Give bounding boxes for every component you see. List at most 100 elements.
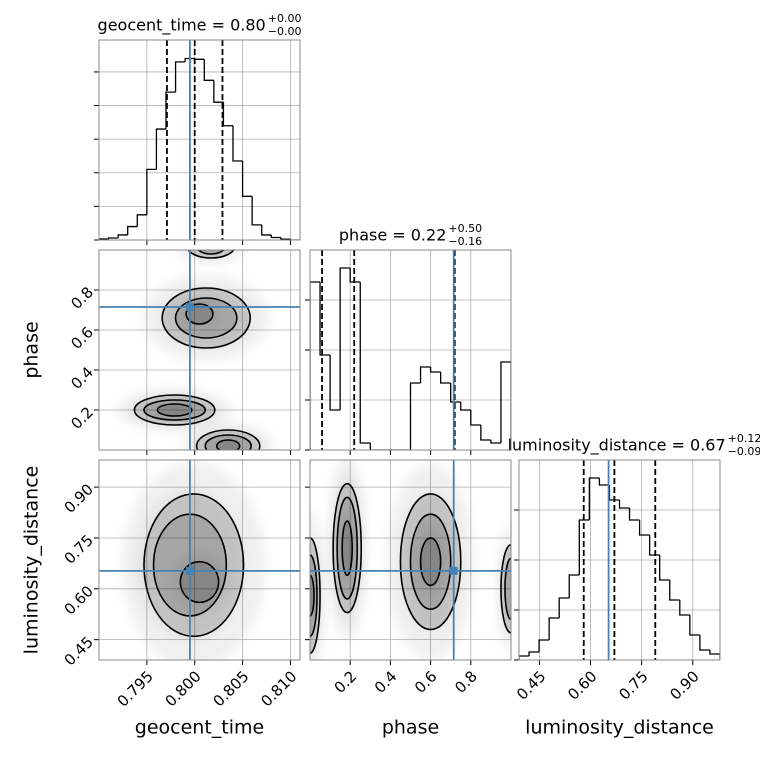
- panel-content: [99, 40, 300, 240]
- panel-title: geocent_time = 0.80: [98, 16, 266, 36]
- histogram-bin: [460, 402, 471, 411]
- contour: [419, 537, 442, 587]
- histogram-bin: [222, 102, 233, 127]
- histogram-bin: [213, 80, 224, 103]
- x-tick-label: 0.2: [331, 667, 361, 697]
- y-axis-label: phase: [21, 321, 43, 378]
- contour: [500, 543, 511, 634]
- histogram-bin: [261, 224, 272, 236]
- contour: [215, 439, 241, 450]
- contour: [161, 287, 252, 349]
- histogram-bin: [241, 161, 253, 197]
- histogram-bin: [628, 508, 640, 521]
- histogram-bin: [429, 367, 441, 373]
- y-tick-label: 0.2: [67, 403, 97, 433]
- title-lower-error: −0.00: [268, 25, 302, 38]
- contour: [336, 496, 359, 600]
- panel-frame: [309, 459, 512, 661]
- x-tick-label: 0.75: [615, 667, 651, 703]
- histogram-bin: [578, 519, 590, 575]
- histogram-bin: [146, 168, 157, 215]
- contour: [156, 403, 193, 417]
- histogram-bin: [450, 383, 461, 403]
- panel-frame: [309, 249, 512, 451]
- y-axis-label: luminosity_distance: [21, 466, 43, 655]
- histogram-bin: [419, 366, 431, 383]
- histogram-bin: [310, 281, 321, 450]
- histogram-bin: [659, 555, 670, 581]
- histogram-bin: [369, 443, 381, 450]
- histogram-bin: [440, 372, 451, 384]
- panel-title: luminosity_distance = 0.67: [508, 436, 726, 456]
- histogram-bin: [528, 651, 540, 656]
- y-tick-label: 0.4: [67, 363, 97, 393]
- histogram-bin: [232, 125, 243, 162]
- contour: [399, 493, 462, 631]
- histogram-bin: [568, 574, 580, 598]
- histogram-bin: [548, 617, 560, 640]
- histogram-bin: [136, 214, 147, 227]
- histogram-bin: [127, 225, 138, 235]
- panel-frame: [98, 459, 301, 661]
- panel-content: [519, 460, 720, 660]
- histogram-bin: [349, 268, 361, 283]
- histogram-bin: [174, 61, 186, 93]
- histogram-bin: [588, 477, 600, 520]
- panel-content: [99, 250, 300, 450]
- histogram-bin: [519, 655, 530, 660]
- title-upper-error: +0.50: [448, 222, 482, 235]
- contour: [143, 493, 245, 638]
- histogram-bin: [409, 382, 421, 450]
- histogram-bin: [329, 355, 341, 411]
- x-tick-label: 0.800: [162, 667, 205, 710]
- panel-content: [310, 250, 511, 450]
- histogram-bin: [679, 600, 690, 616]
- histogram-bin: [709, 650, 720, 660]
- histogram-bin: [359, 282, 371, 444]
- histogram-bin: [558, 597, 570, 618]
- x-tick-label: 0.805: [209, 667, 252, 710]
- x-tick-label: 0.6: [411, 667, 441, 697]
- truth-marker: [185, 566, 194, 575]
- histogram-bin: [184, 57, 195, 62]
- histogram-bin: [649, 535, 660, 556]
- histogram-bin: [689, 615, 700, 636]
- histogram-bin: [470, 410, 481, 426]
- histogram-bin: [99, 238, 109, 240]
- x-tick-label: 0.4: [371, 667, 401, 697]
- panel-frame: [518, 459, 721, 661]
- title-lower-error: −0.09: [728, 445, 760, 458]
- panel-content: [99, 460, 300, 660]
- title-upper-error: +0.12: [728, 432, 760, 445]
- histogram-bin: [194, 58, 205, 60]
- y-tick-label: 0.60: [61, 582, 97, 618]
- y-tick-label: 0.75: [61, 531, 97, 567]
- histogram-bin: [155, 128, 166, 170]
- x-axis-label: luminosity_distance: [525, 717, 714, 739]
- x-tick-label: 0.810: [257, 667, 300, 710]
- histogram-bin: [289, 239, 300, 240]
- x-tick-label: 0.90: [666, 667, 702, 703]
- panel-content: [310, 460, 511, 660]
- panel-title: phase = 0.22: [339, 226, 446, 245]
- histogram-bin: [280, 237, 291, 240]
- histogram-bin: [203, 59, 214, 81]
- histogram-bin: [165, 91, 176, 130]
- histogram-bin: [699, 635, 710, 651]
- histogram-bin: [480, 425, 491, 441]
- histogram-bin: [500, 361, 511, 450]
- panel-frame: [98, 249, 301, 451]
- y-tick-label: 0.6: [67, 323, 97, 353]
- x-axis-label: geocent_time: [135, 717, 264, 739]
- x-tick-label: 0.795: [114, 667, 157, 710]
- sample-cloud: [310, 566, 316, 626]
- histogram-bin: [339, 267, 351, 410]
- truth-marker: [185, 303, 194, 311]
- sample-cloud: [211, 437, 245, 450]
- title-lower-error: −0.16: [448, 235, 482, 248]
- title-upper-error: +0.00: [268, 12, 302, 25]
- histogram-bin: [669, 580, 680, 601]
- x-tick-label: 0.8: [451, 667, 481, 697]
